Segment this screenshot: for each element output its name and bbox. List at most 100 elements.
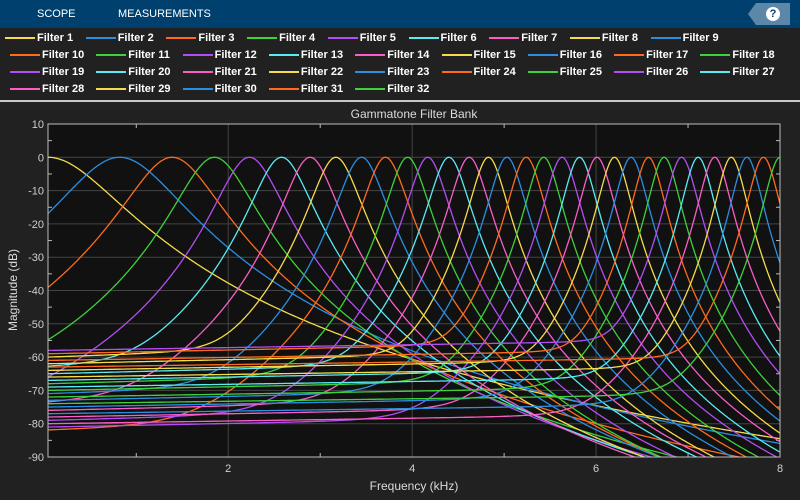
legend-item[interactable]: Filter 17	[614, 48, 688, 62]
legend-line-icon	[5, 37, 35, 39]
legend-item[interactable]: Filter 24	[441, 65, 516, 79]
legend-item[interactable]: Filter 32	[355, 82, 429, 96]
legend-item[interactable]: Filter 9	[650, 31, 719, 45]
series-line-30	[48, 156, 780, 415]
legend-line-icon	[408, 37, 439, 39]
legend-label: Filter 18	[732, 49, 775, 61]
legend-line-icon	[85, 37, 116, 39]
series-line-2	[48, 156, 780, 445]
legend-label: Filter 19	[42, 66, 85, 78]
legend-line-icon	[10, 71, 40, 73]
series-line-26	[48, 156, 780, 375]
series-line-20	[48, 156, 780, 453]
legend-line-icon	[355, 54, 386, 56]
legend-label: Filter 13	[300, 49, 344, 61]
divider	[0, 100, 800, 102]
legend-label: Filter 3	[198, 32, 235, 44]
legend-item[interactable]: Filter 31	[268, 82, 344, 96]
legend-label: Filter 20	[128, 66, 171, 78]
y-tick-label: -30	[28, 252, 44, 264]
tab-scope[interactable]: SCOPE	[37, 8, 76, 20]
legend-item[interactable]: Filter 16	[527, 48, 602, 62]
legend-item[interactable]: Filter 27	[700, 65, 775, 79]
legend-line-icon	[327, 37, 358, 39]
legend-line-icon	[10, 88, 40, 90]
legend-item[interactable]: Filter 2	[85, 31, 154, 45]
legend-line-icon	[569, 37, 600, 39]
legend-item[interactable]: Filter 1	[5, 31, 73, 45]
series-line-29	[48, 156, 780, 378]
tab-measurements[interactable]: MEASUREMENTS	[118, 8, 211, 20]
legend-label: Filter 16	[559, 49, 602, 61]
legend-item[interactable]: Filter 15	[441, 48, 516, 62]
legend-item[interactable]: Filter 12	[182, 48, 257, 62]
legend-line-icon	[700, 71, 731, 73]
series-line-15	[48, 156, 716, 457]
legend-item[interactable]: Filter 6	[408, 31, 477, 45]
series-line-22	[48, 156, 780, 434]
legend-label: Filter 32	[387, 83, 430, 95]
legend-item[interactable]: Filter 3	[166, 31, 234, 45]
legend-item[interactable]: Filter 14	[355, 48, 429, 62]
y-tick-label: -10	[28, 186, 44, 198]
legend-line-icon	[441, 54, 472, 56]
legend-item[interactable]: Filter 28	[10, 82, 84, 96]
legend-line-icon	[182, 71, 213, 73]
legend-line-icon	[96, 88, 127, 90]
legend-item[interactable]: Filter 26	[614, 65, 688, 79]
legend-label: Filter 21	[214, 66, 257, 78]
legend-label: Filter 10	[42, 49, 85, 61]
legend-label: Filter 6	[440, 32, 477, 44]
legend-line-icon	[441, 71, 472, 73]
legend-line-icon	[700, 54, 731, 56]
y-tick-label: 0	[38, 152, 44, 164]
legend-item[interactable]: Filter 22	[268, 65, 344, 79]
legend-line-icon	[650, 37, 681, 39]
legend-label: Filter 29	[128, 83, 171, 95]
series-line-4	[48, 156, 680, 457]
legend-item[interactable]: Filter 11	[96, 48, 170, 62]
legend-item[interactable]: Filter 19	[10, 65, 84, 79]
legend-item[interactable]: Filter 8	[569, 31, 638, 45]
chart-title: Gammatone Filter Bank	[351, 107, 479, 121]
series-line-23	[48, 156, 780, 422]
legend-line-icon	[247, 37, 278, 39]
legend-label: Filter 11	[128, 49, 170, 61]
legend-line-icon	[182, 88, 213, 90]
legend-item[interactable]: Filter 25	[527, 65, 602, 79]
y-axis-label: Magnitude (dB)	[6, 249, 20, 331]
series-line-3	[48, 156, 743, 457]
legend-item[interactable]: Filter 7	[489, 31, 557, 45]
help-button[interactable]: ?	[748, 3, 790, 25]
legend-item[interactable]: Filter 29	[96, 82, 170, 96]
legend-item[interactable]: Filter 13	[268, 48, 344, 62]
legend-label: Filter 1	[37, 32, 74, 44]
legend-line-icon	[614, 71, 645, 73]
legend-label: Filter 23	[387, 66, 430, 78]
series-line-12	[48, 156, 678, 457]
series-line-24	[48, 156, 780, 411]
legend-line-icon	[268, 54, 299, 56]
legend-item[interactable]: Filter 30	[182, 82, 257, 96]
series-line-25	[48, 156, 780, 398]
legend-line-icon	[527, 71, 558, 73]
legend-label: Filter 22	[300, 66, 344, 78]
legend-item[interactable]: Filter 20	[96, 65, 170, 79]
legend-label: Filter 17	[646, 49, 689, 61]
legend-item[interactable]: Filter 23	[355, 65, 429, 79]
legend-label: Filter 5	[359, 32, 396, 44]
legend-item[interactable]: Filter 10	[10, 48, 84, 62]
legend-label: Filter 28	[42, 83, 85, 95]
axes-border	[47, 123, 781, 458]
legend-item[interactable]: Filter 21	[182, 65, 257, 79]
x-axis-label: Frequency (kHz)	[370, 479, 459, 493]
y-tick-label: -90	[28, 452, 44, 464]
legend-item[interactable]: Filter 4	[247, 31, 315, 45]
legend-label: Filter 31	[300, 83, 344, 95]
legend-item[interactable]: Filter 18	[700, 48, 775, 62]
legend-item[interactable]: Filter 5	[327, 31, 396, 45]
legend-label: Filter 8	[601, 32, 638, 44]
series-line-32	[48, 156, 780, 405]
series-line-6	[48, 156, 647, 457]
legend-label: Filter 24	[473, 66, 516, 78]
